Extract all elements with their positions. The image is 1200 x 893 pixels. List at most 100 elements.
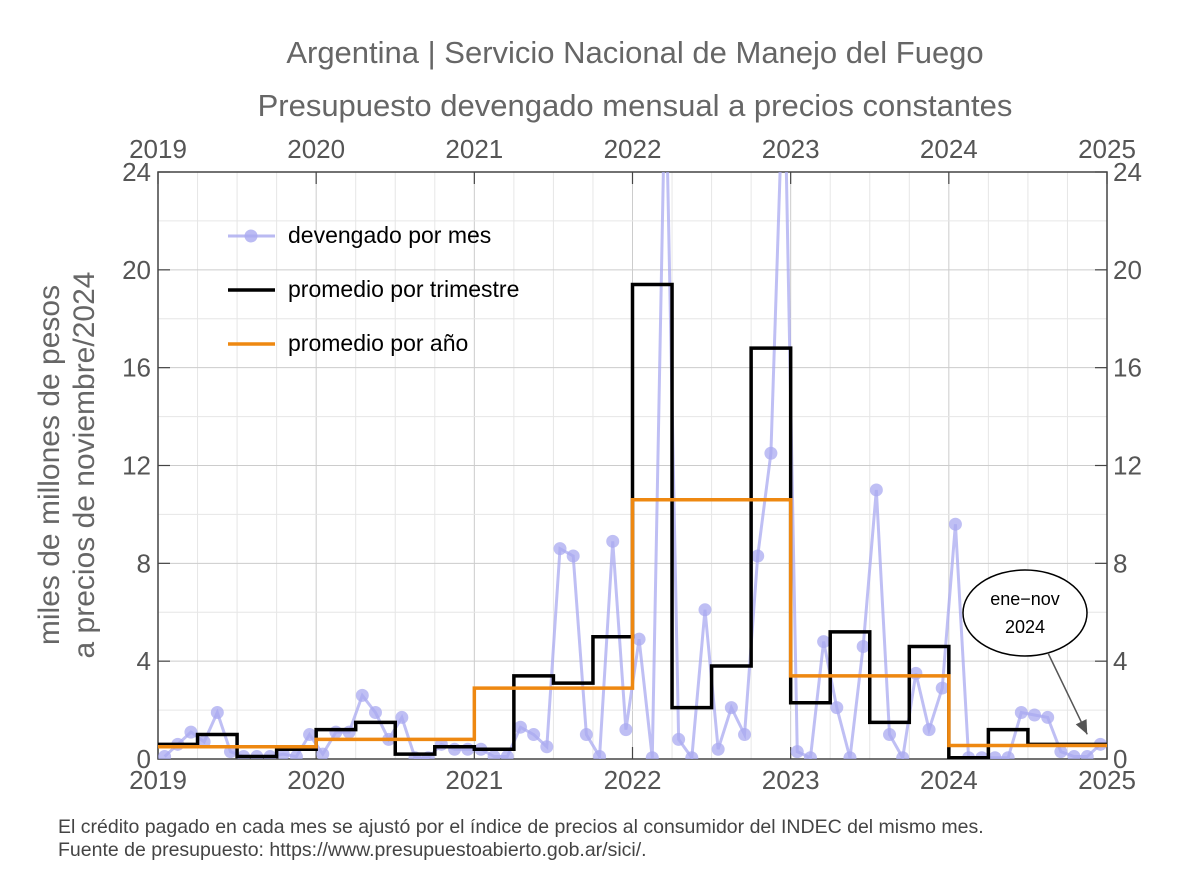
y-tick-label-right: 12 xyxy=(1113,451,1142,481)
y-tick-label-left: 16 xyxy=(122,353,151,383)
monthly-point xyxy=(487,750,501,759)
legend-label-monthly: devengado por mes xyxy=(288,222,492,248)
monthly-point xyxy=(355,688,369,702)
annotation-bubble xyxy=(962,569,1088,657)
monthly-point xyxy=(738,728,752,742)
x-tick-label-top: 2022 xyxy=(604,134,662,164)
monthly-point xyxy=(935,681,949,695)
y-tick-label-left: 20 xyxy=(122,255,151,285)
monthly-point xyxy=(883,728,897,742)
legend-label-yearly: promedio por año xyxy=(288,330,469,356)
footnote-line1: El crédito pagado en cada mes se ajustó … xyxy=(58,816,984,838)
monthly-point xyxy=(778,43,791,56)
monthly-point xyxy=(988,751,1002,759)
y-tick-label-right: 0 xyxy=(1113,744,1127,774)
monthly-point xyxy=(698,603,712,617)
monthly-point xyxy=(685,751,699,759)
monthly-point xyxy=(922,723,936,737)
x-tick-label-top: 2025 xyxy=(1078,134,1136,164)
legend-marker-monthly xyxy=(244,229,258,243)
monthly-point xyxy=(303,728,317,742)
monthly-point xyxy=(540,740,554,754)
monthly-point xyxy=(764,446,778,460)
monthly-point xyxy=(593,750,607,759)
series-promedio-por-ano xyxy=(158,497,1107,749)
x-tick-label-bottom: 2024 xyxy=(920,765,978,795)
y-tick-label-left: 0 xyxy=(137,744,151,774)
x-tick-label-bottom: 2019 xyxy=(129,765,187,795)
monthly-point xyxy=(645,751,659,759)
monthly-point xyxy=(1067,750,1081,759)
monthly-point xyxy=(513,720,527,734)
x-tick-label-bottom: 2022 xyxy=(604,765,662,795)
legend-label-quarterly: promedio por trimestre xyxy=(288,276,520,302)
monthly-point xyxy=(210,706,224,720)
annotation-line1: ene−nov xyxy=(990,589,1060,609)
y-tick-label-right: 4 xyxy=(1113,646,1127,676)
annotation-arrow-head xyxy=(1075,719,1088,735)
x-tick-label-top: 2023 xyxy=(762,134,820,164)
monthly-point xyxy=(724,701,738,715)
chart-subtitle: Presupuesto devengado mensual a precios … xyxy=(257,88,1013,123)
monthly-point xyxy=(527,728,541,742)
monthly-point xyxy=(316,747,330,759)
monthly-point xyxy=(1054,745,1068,759)
monthly-point xyxy=(500,750,514,759)
monthly-point xyxy=(896,751,910,759)
annotation-ene-nov-2024 xyxy=(962,569,1088,735)
monthly-point xyxy=(1041,710,1055,724)
y-tick-label-left: 4 xyxy=(137,646,151,676)
monthly-point xyxy=(395,710,409,724)
monthly-point xyxy=(948,517,962,531)
monthly-point xyxy=(711,742,725,756)
monthly-point xyxy=(289,750,303,759)
x-tick-label-bottom: 2021 xyxy=(445,765,503,795)
chart-title: Argentina | Servicio Nacional de Manejo … xyxy=(286,35,984,70)
monthly-point xyxy=(909,666,923,680)
monthly-point xyxy=(856,639,870,653)
x-tick-label-bottom: 2020 xyxy=(287,765,345,795)
monthly-point xyxy=(843,751,857,759)
monthly-point xyxy=(803,751,817,759)
series-devengado-por-mes xyxy=(158,43,1107,759)
monthly-point xyxy=(817,635,831,649)
x-tick-label-bottom: 2025 xyxy=(1078,765,1136,795)
yearly-step-line xyxy=(158,497,1107,749)
x-tick-label-top: 2019 xyxy=(129,134,187,164)
monthly-point xyxy=(830,701,844,715)
monthly-point xyxy=(619,723,633,737)
monthly-point xyxy=(329,725,343,739)
monthly-point xyxy=(659,55,672,68)
annotation-arrow-line xyxy=(1047,652,1088,735)
monthly-point xyxy=(869,483,883,497)
monthly-point xyxy=(184,725,198,739)
y-tick-label-right: 20 xyxy=(1113,255,1142,285)
annotation-line2: 2024 xyxy=(1004,617,1046,637)
x-tick-label-top: 2021 xyxy=(445,134,503,164)
y-tick-label-left: 8 xyxy=(137,548,151,578)
y-tick-label-left: 24 xyxy=(122,157,151,187)
monthly-point xyxy=(1014,706,1028,720)
monthly-point xyxy=(461,742,475,756)
axis-ticks: 2019201920202020202120212022202220232023… xyxy=(122,134,1142,795)
x-tick-label-bottom: 2023 xyxy=(762,765,820,795)
monthly-point xyxy=(1001,751,1015,759)
y-tick-label-left: 12 xyxy=(122,451,151,481)
footnote-line2: Fuente de presupuesto: https://www.presu… xyxy=(58,839,647,861)
monthly-point xyxy=(632,632,646,646)
x-tick-label-top: 2020 xyxy=(287,134,345,164)
y-tick-label-right: 24 xyxy=(1113,157,1142,187)
monthly-point xyxy=(553,542,567,556)
monthly-point xyxy=(342,725,356,739)
monthly-point xyxy=(158,750,172,759)
monthly-point xyxy=(606,534,620,548)
monthly-point xyxy=(1080,750,1094,759)
y-tick-label-right: 8 xyxy=(1113,548,1127,578)
monthly-point xyxy=(790,745,804,759)
legend xyxy=(228,229,275,346)
monthly-point xyxy=(672,732,686,746)
y-tick-label-right: 16 xyxy=(1113,353,1142,383)
monthly-point xyxy=(368,706,382,720)
monthly-point xyxy=(579,728,593,742)
